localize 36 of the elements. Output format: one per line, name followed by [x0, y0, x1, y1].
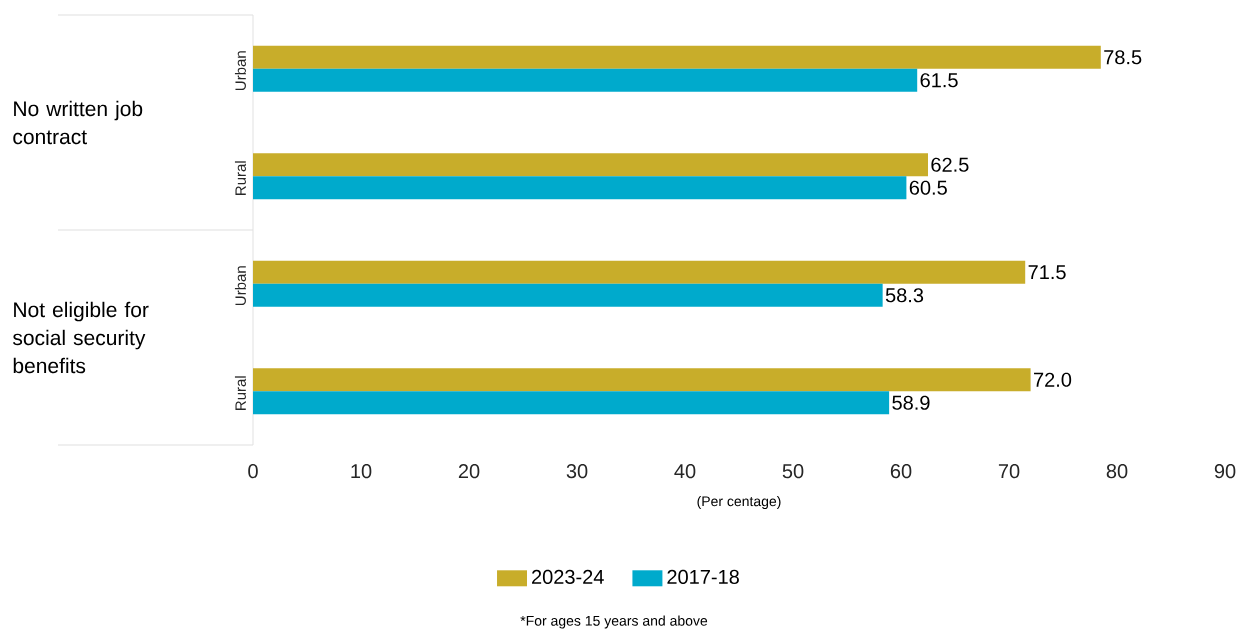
data-label: 58.9: [892, 395, 930, 410]
x-tick-label: 40: [674, 464, 696, 479]
bar: [253, 45, 1101, 69]
data-label: 61.5: [920, 73, 958, 88]
bar: [253, 283, 883, 307]
bar: [253, 153, 929, 177]
x-tick-label: 80: [1106, 464, 1128, 479]
legend-label: 2023-24: [532, 569, 604, 584]
bar: [253, 68, 918, 92]
legend-label: 2017-18: [667, 569, 739, 584]
data-label: 72.0: [1034, 372, 1072, 387]
bar: [253, 260, 1026, 284]
x-tick-label: 50: [782, 464, 804, 479]
x-tick-label: 60: [890, 464, 912, 479]
text: *For ages 15 years and above: [520, 615, 708, 629]
x-tick-label: 90: [1214, 464, 1236, 479]
x-axis-title: (Per centage): [697, 495, 781, 510]
data-label: 78.5: [1104, 50, 1142, 65]
y-tick-label: Rural: [234, 161, 246, 195]
data-label: 71.5: [1028, 265, 1066, 280]
bar: [253, 368, 1031, 392]
bar: [253, 391, 890, 415]
x-tick-label: 30: [566, 464, 588, 479]
data-label: 58.3: [885, 288, 924, 303]
y-tick-label: Urban: [234, 266, 246, 306]
data-label: 60.5: [909, 180, 947, 195]
y-tick-label: Rural: [234, 376, 246, 410]
x-tick-label: 0: [248, 464, 258, 479]
x-tick-label: 10: [351, 464, 372, 479]
y-tick-label: Urban: [234, 51, 246, 91]
x-tick-label: 20: [458, 464, 480, 479]
text: Not eligible for social security benefits: [13, 301, 149, 374]
x-tick-label: 70: [998, 464, 1020, 479]
data-label: 62.5: [931, 157, 969, 172]
text: No written job contract: [13, 100, 143, 145]
bar: [253, 176, 907, 200]
